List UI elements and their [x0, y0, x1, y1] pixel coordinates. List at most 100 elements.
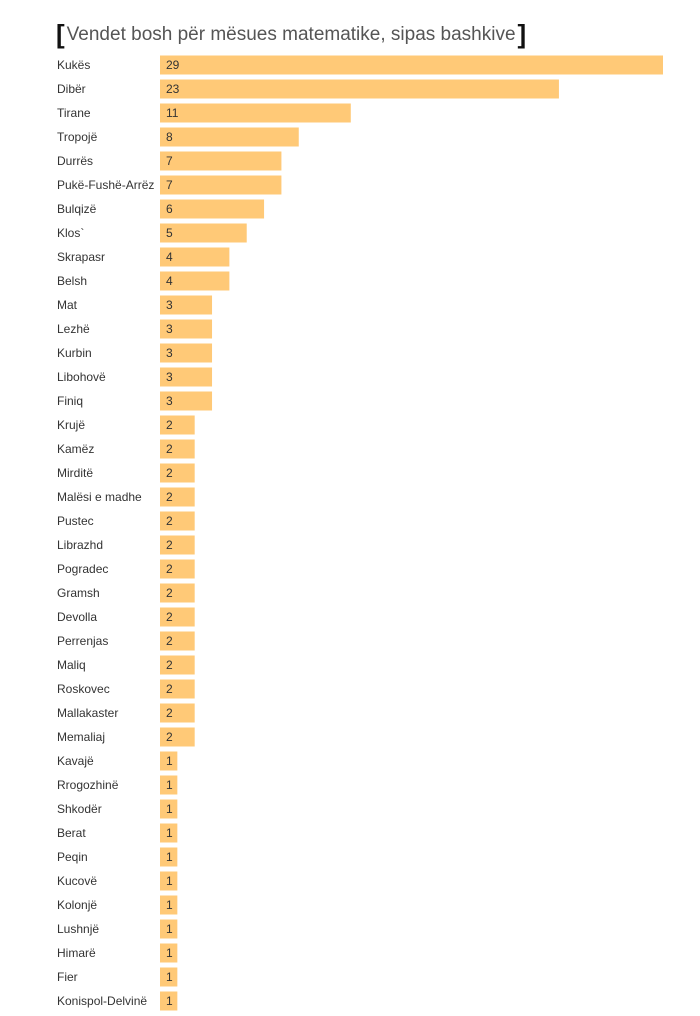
category-label: Peqin — [57, 850, 88, 864]
value-label: 1 — [166, 850, 173, 864]
bar — [160, 391, 213, 411]
chart-title-text: Vendet bosh për mësues matematike, sipas… — [66, 23, 516, 45]
bar — [160, 511, 195, 531]
category-label: Malësi e madhe — [57, 490, 142, 504]
bar — [160, 535, 195, 555]
bar — [160, 703, 195, 723]
value-label: 6 — [166, 202, 173, 216]
value-label: 29 — [166, 58, 180, 72]
bar — [160, 847, 178, 867]
category-label: Berat — [57, 826, 86, 840]
bar — [160, 463, 195, 483]
value-label: 3 — [166, 298, 173, 312]
value-label: 8 — [166, 130, 173, 144]
value-label: 3 — [166, 394, 173, 408]
value-label: 1 — [166, 922, 173, 936]
category-label: Lezhë — [57, 322, 90, 336]
value-label: 4 — [166, 250, 173, 264]
bar — [160, 103, 351, 123]
bar — [160, 607, 195, 627]
bar — [160, 943, 178, 963]
category-label: Fier — [57, 970, 78, 984]
category-label: Belsh — [57, 274, 87, 288]
category-label: Maliq — [57, 658, 86, 672]
value-label: 1 — [166, 874, 173, 888]
category-label: Shkodër — [57, 802, 102, 816]
bar — [160, 343, 213, 363]
category-label: Kucovë — [57, 874, 97, 888]
bar — [160, 967, 178, 987]
bar — [160, 679, 195, 699]
bar — [160, 751, 178, 771]
bar — [160, 175, 282, 195]
value-label: 2 — [166, 610, 173, 624]
category-label: Kurbin — [57, 346, 92, 360]
category-label: Krujë — [57, 418, 85, 432]
value-label: 1 — [166, 754, 173, 768]
chart-title: [ Vendet bosh për mësues matematike, sip… — [56, 18, 526, 50]
category-label: Kukës — [57, 58, 90, 72]
bar — [160, 295, 213, 315]
category-label: Himarë — [57, 946, 96, 960]
category-label: Bulqizë — [57, 202, 97, 216]
value-label: 2 — [166, 442, 173, 456]
category-label: Durrës — [57, 154, 93, 168]
value-label: 1 — [166, 898, 173, 912]
value-label: 3 — [166, 322, 173, 336]
bar — [160, 727, 195, 747]
category-label: Mat — [57, 298, 78, 312]
value-label: 1 — [166, 802, 173, 816]
value-label: 1 — [166, 826, 173, 840]
category-label: Pukë-Fushë-Arrëz — [57, 178, 154, 192]
bar — [160, 919, 178, 939]
category-label: Devolla — [57, 610, 97, 624]
category-label: Finiq — [57, 394, 83, 408]
bar — [160, 55, 663, 75]
value-label: 11 — [166, 106, 179, 120]
category-label: Perrenjas — [57, 634, 108, 648]
category-label: Konispol-Delvinë — [57, 994, 147, 1008]
bar — [160, 799, 178, 819]
category-label: Gramsh — [57, 586, 100, 600]
bar — [160, 487, 195, 507]
value-label: 7 — [166, 178, 173, 192]
category-label: Pogradec — [57, 562, 108, 576]
bar — [160, 151, 282, 171]
value-label: 2 — [166, 562, 173, 576]
value-label: 1 — [166, 946, 173, 960]
value-label: 4 — [166, 274, 173, 288]
value-label: 2 — [166, 634, 173, 648]
bar — [160, 223, 247, 243]
bar — [160, 271, 230, 291]
bar — [160, 823, 178, 843]
category-label: Rrogozhinë — [57, 778, 119, 792]
bar — [160, 775, 178, 795]
value-label: 1 — [166, 970, 173, 984]
value-label: 2 — [166, 418, 173, 432]
bar — [160, 415, 195, 435]
value-label: 2 — [166, 730, 173, 744]
category-label: Roskovec — [57, 682, 110, 696]
value-label: 2 — [166, 682, 173, 696]
bar — [160, 319, 213, 339]
bar — [160, 631, 195, 651]
category-label: Lushnjë — [57, 922, 99, 936]
bar — [160, 895, 178, 915]
title-close-bracket: ] — [517, 19, 527, 49]
bar — [160, 583, 195, 603]
category-label: Mirditë — [57, 466, 93, 480]
category-label: Klos` — [57, 226, 84, 240]
value-label: 1 — [166, 994, 173, 1008]
category-label: Tropojë — [57, 130, 98, 144]
category-label: Tirane — [57, 106, 91, 120]
bar — [160, 871, 178, 891]
category-label: Mallakaster — [57, 706, 118, 720]
category-label: Librazhd — [57, 538, 103, 552]
value-label: 23 — [166, 82, 180, 96]
bar — [160, 127, 299, 147]
category-label: Pustec — [57, 514, 94, 528]
bar — [160, 199, 265, 219]
category-label: Kamëz — [57, 442, 94, 456]
value-label: 2 — [166, 586, 173, 600]
